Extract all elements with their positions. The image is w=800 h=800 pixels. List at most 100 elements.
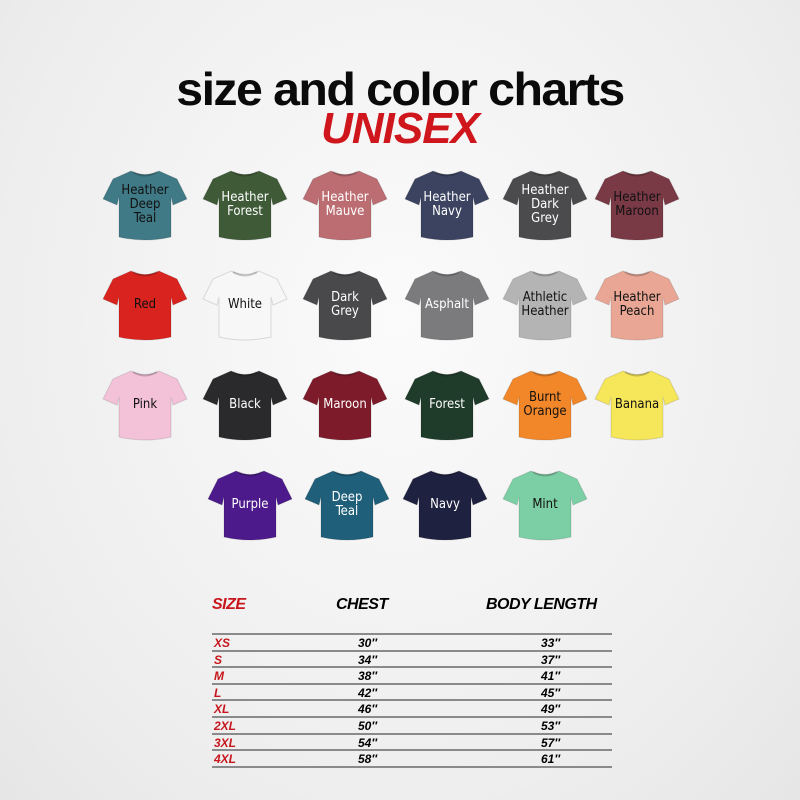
- color-name: Burnt Orange: [523, 390, 567, 419]
- shirt-swatch: Heather Mauve: [301, 165, 389, 245]
- shirt-swatch: Pink: [101, 365, 189, 445]
- color-name: Red: [133, 297, 157, 312]
- color-name: Pink: [132, 397, 158, 412]
- body-length-cell: 45″: [541, 685, 561, 700]
- size-cell: 4XL: [214, 752, 237, 767]
- header-body-length: BODY LENGTH: [486, 596, 597, 613]
- table-row: L 42″ 45″: [212, 682, 612, 701]
- color-name: Purple: [231, 497, 269, 512]
- body-length-cell: 37″: [541, 652, 561, 667]
- color-name: Heather Peach: [613, 290, 661, 319]
- size-cell: 2XL: [214, 719, 237, 733]
- tshirt-icon: [102, 370, 188, 441]
- header-size: SIZE: [212, 596, 246, 613]
- tshirt-icon: [202, 170, 288, 241]
- shirt-swatch: Heather Deep Teal: [101, 165, 189, 245]
- color-name: Banana: [614, 397, 660, 412]
- chest-cell: 34″: [358, 652, 378, 667]
- page-subtitle: UNISEX: [321, 104, 480, 153]
- size-cell: M: [214, 669, 224, 684]
- shirt-swatch: Asphalt: [403, 265, 491, 345]
- tshirt-icon: [402, 470, 488, 541]
- color-name: Navy: [430, 497, 460, 512]
- shirt-swatch: Navy: [401, 465, 489, 545]
- chest-cell: 38″: [358, 669, 378, 684]
- chest-cell: 50″: [358, 719, 378, 733]
- table-row: 3XL 54″ 57″: [212, 732, 612, 751]
- color-name: Heather Navy: [423, 190, 471, 219]
- color-name: Asphalt: [425, 297, 469, 312]
- color-name: Heather Forest: [221, 190, 269, 219]
- color-name: Maroon: [323, 397, 367, 412]
- shirt-swatch: Dark Grey: [301, 265, 389, 345]
- color-name: Mint: [532, 497, 558, 512]
- tshirt-icon: [302, 170, 388, 241]
- tshirt-icon: [302, 370, 388, 441]
- body-length-cell: 33″: [541, 636, 561, 650]
- body-length-cell: 57″: [541, 735, 561, 750]
- shirt-swatch: Purple: [206, 465, 294, 545]
- size-cell: XL: [214, 702, 230, 717]
- table-row: XS 30″ 33″: [212, 633, 612, 651]
- table-row: 2XL 50″ 53″: [212, 716, 612, 734]
- tshirt-icon: [594, 170, 680, 241]
- body-length-cell: 49″: [541, 702, 561, 717]
- shirt-swatch: Burnt Orange: [501, 365, 589, 445]
- chest-cell: 42″: [358, 685, 378, 700]
- shirt-swatch: Heather Maroon: [593, 165, 681, 245]
- size-cell: S: [214, 652, 223, 667]
- body-length-cell: 41″: [541, 669, 561, 684]
- body-length-cell: 53″: [541, 719, 561, 733]
- tshirt-icon: [304, 470, 390, 541]
- color-name: Black: [229, 397, 261, 412]
- color-name: White: [227, 297, 262, 312]
- table-row: S 34″ 37″: [212, 649, 612, 668]
- size-cell: 3XL: [214, 735, 237, 750]
- shirt-swatch: Athletic Heather: [501, 265, 589, 345]
- tshirt-icon: [202, 370, 288, 441]
- tshirt-icon: [202, 270, 288, 341]
- chest-cell: 58″: [358, 752, 378, 767]
- tshirt-icon: [502, 270, 588, 341]
- chest-cell: 30″: [358, 636, 378, 650]
- color-name: Heather Deep Teal: [121, 183, 169, 226]
- shirt-swatch: Heather Navy: [403, 165, 491, 245]
- shirt-swatch: Maroon: [301, 365, 389, 445]
- tshirt-icon: [594, 270, 680, 341]
- shirt-swatch: Heather Forest: [201, 165, 289, 245]
- chest-cell: 54″: [358, 735, 378, 750]
- tshirt-icon: [404, 170, 490, 241]
- size-cell: L: [214, 685, 222, 700]
- tshirt-icon: [207, 470, 293, 541]
- tshirt-icon: [404, 270, 490, 341]
- tshirt-icon: [404, 370, 490, 441]
- tshirt-icon: [594, 370, 680, 441]
- shirt-swatch: Heather Dark Grey: [501, 165, 589, 245]
- header-chest: CHEST: [336, 596, 388, 613]
- tshirt-icon: [302, 270, 388, 341]
- page-title: size and color charts: [176, 63, 625, 115]
- table-row: XL 46″ 49″: [212, 699, 612, 717]
- shirt-swatch: Mint: [501, 465, 589, 545]
- shirt-swatch: Black: [201, 365, 289, 445]
- color-name: Athletic Heather: [521, 290, 569, 319]
- table-row: M 38″ 41″: [212, 666, 612, 684]
- table-row: 4XL 58″ 61″: [212, 749, 612, 767]
- tshirt-icon: [502, 370, 588, 441]
- color-name: Deep Teal: [331, 490, 363, 519]
- size-cell: XS: [214, 636, 231, 650]
- shirt-swatch: Deep Teal: [303, 465, 391, 545]
- shirt-swatch: Heather Peach: [593, 265, 681, 345]
- shirt-swatch: White: [201, 265, 289, 345]
- shirt-swatch: Forest: [403, 365, 491, 445]
- color-name: Heather Maroon: [613, 190, 661, 219]
- tshirt-icon: [102, 270, 188, 341]
- chest-cell: 46″: [358, 702, 378, 717]
- color-name: Heather Mauve: [321, 190, 369, 219]
- tshirt-icon: [502, 470, 588, 541]
- color-name: Forest: [429, 397, 465, 412]
- color-name: Dark Grey: [331, 290, 359, 319]
- tshirt-icon: [502, 170, 588, 241]
- shirt-swatch: Banana: [593, 365, 681, 445]
- body-length-cell: 61″: [541, 752, 561, 767]
